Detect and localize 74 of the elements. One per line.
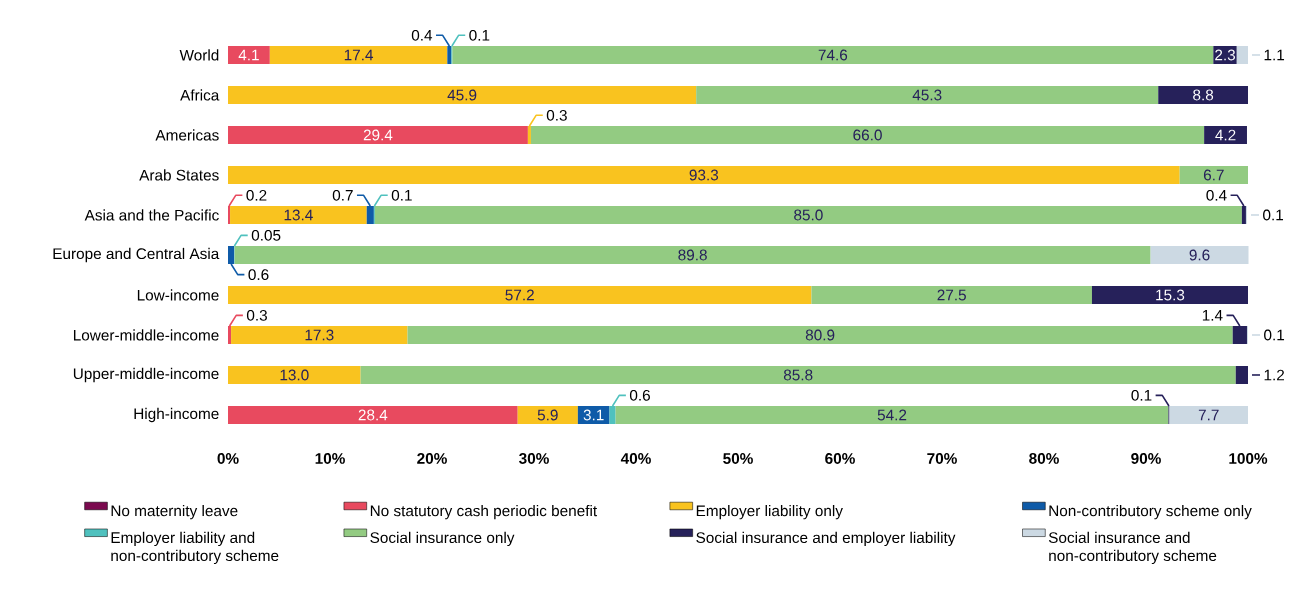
- data-label: 0.4: [1206, 189, 1227, 201]
- data-label: 4.1: [238, 49, 259, 61]
- x-tick-label: 70%: [927, 453, 957, 464]
- data-label: 89.8: [678, 249, 707, 261]
- data-label: 15.3: [1156, 289, 1185, 301]
- x-tick-label: 0%: [217, 453, 239, 464]
- y-tick-label: Africa: [180, 89, 220, 101]
- data-label: 28.4: [358, 409, 388, 421]
- legend-label: Social insurance only: [370, 531, 515, 547]
- data-label: 7.7: [1198, 409, 1219, 421]
- x-tick-label: 80%: [1029, 453, 1059, 464]
- data-label: 80.9: [805, 329, 835, 341]
- data-label: 1.1: [1264, 49, 1285, 61]
- data-label: 0.3: [546, 109, 567, 121]
- data-label: 0.2: [246, 189, 267, 201]
- y-tick-label: Lower-middle-income: [73, 329, 219, 341]
- data-label: 1.2: [1264, 369, 1285, 381]
- legend-label: Social insurance and employer liability: [696, 531, 956, 547]
- data-label: 57.2: [505, 289, 534, 301]
- data-label: 85.0: [794, 209, 823, 221]
- data-label: 85.8: [783, 369, 813, 381]
- y-tick-label: World: [179, 49, 219, 61]
- legend-label: Non-contributory scheme only: [1049, 505, 1252, 520]
- x-tick-label: 30%: [519, 453, 549, 464]
- y-tick-label: Americas: [155, 129, 219, 141]
- data-label: 0.1: [1264, 329, 1285, 341]
- y-tick-label: Asia and the Pacific: [84, 209, 219, 221]
- y-tick-label: Upper-middle-income: [73, 367, 219, 383]
- y-tick-label: Arab States: [139, 169, 219, 181]
- y-tick-label: High-income: [134, 407, 219, 423]
- data-label: 74.6: [818, 49, 848, 61]
- data-label: 9.6: [1189, 249, 1210, 261]
- data-label: 17.3: [305, 329, 334, 341]
- data-label: 2.3: [1215, 49, 1236, 61]
- data-label: 0.1: [469, 29, 490, 41]
- data-label: 0.6: [629, 389, 650, 401]
- data-label: 3.1: [583, 409, 604, 421]
- data-label: 54.2: [877, 409, 907, 421]
- data-label: 66.0: [853, 129, 882, 141]
- x-tick-label: 10%: [315, 453, 345, 464]
- x-tick-label: 60%: [825, 453, 855, 464]
- data-label: 13.0: [280, 369, 309, 381]
- y-tick-label: Low-income: [137, 289, 219, 301]
- data-label: 93.3: [689, 169, 719, 181]
- data-label: 0.7: [332, 189, 353, 201]
- data-label: 0.1: [1263, 209, 1284, 221]
- data-label: 8.8: [1193, 89, 1214, 101]
- x-tick-label: 40%: [620, 453, 651, 464]
- data-label: 0.1: [391, 189, 412, 201]
- data-label: 27.5: [937, 289, 966, 301]
- data-label: 0.3: [246, 309, 267, 321]
- data-label: 17.4: [344, 49, 374, 61]
- data-label: 0.05: [251, 229, 281, 241]
- data-label: 0.4: [411, 29, 433, 41]
- data-label: 45.3: [912, 89, 942, 101]
- data-label: 29.4: [363, 129, 393, 141]
- data-label: 0.6: [248, 269, 269, 281]
- legend-label: Employer liability and non-contributory scheme: [111, 531, 279, 565]
- data-label: 13.4: [284, 209, 313, 221]
- x-tick-label: 90%: [1131, 453, 1161, 464]
- data-label: 6.7: [1203, 169, 1224, 181]
- data-label: 0.1: [1131, 389, 1152, 401]
- legend-label: No maternity leave: [111, 505, 238, 520]
- data-label: 1.4: [1202, 310, 1223, 321]
- data-label: 4.2: [1215, 129, 1236, 141]
- legend-label: Social insurance and non-contributory scheme: [1048, 531, 1217, 565]
- data-label: 45.9: [447, 89, 477, 101]
- x-tick-label: 50%: [723, 453, 753, 464]
- y-tick-label: Europe and Central Asia: [53, 247, 220, 263]
- x-tick-label: 100%: [1229, 453, 1268, 464]
- legend-label: Employer liability only: [696, 505, 843, 520]
- x-tick-label: 20%: [417, 453, 447, 464]
- legend-label: No statutory cash periodic benefit: [370, 505, 598, 520]
- data-label: 5.9: [537, 409, 558, 421]
